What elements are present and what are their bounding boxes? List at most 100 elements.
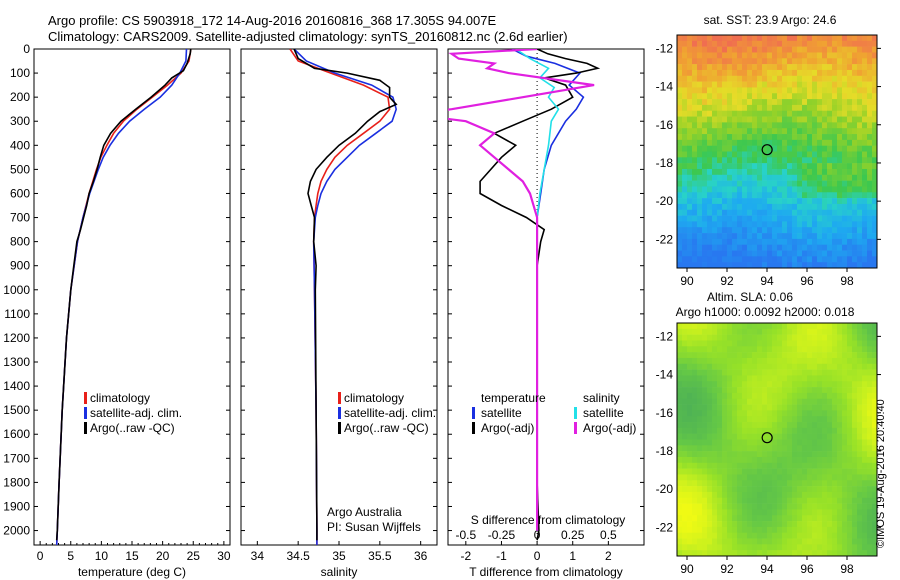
sla-cell: [847, 410, 853, 417]
sst-cell: [842, 250, 848, 257]
sst-cell: [787, 168, 793, 176]
sst-cell: [712, 81, 718, 88]
sla-cell: [702, 387, 708, 394]
sla-cell: [757, 328, 763, 335]
sst-cell: [857, 139, 863, 146]
sst-cell: [702, 151, 708, 158]
sst-cell: [762, 52, 768, 59]
sla-cell: [787, 369, 793, 376]
sst-cell: [817, 87, 823, 94]
sst-cell: [847, 180, 853, 187]
sst-cell: [857, 250, 863, 257]
sst-cell: [727, 151, 733, 158]
sst-cell: [712, 180, 718, 187]
s-tick-label: -0.25: [488, 528, 516, 542]
sst-cell: [792, 221, 798, 228]
sla-cell: [732, 427, 738, 434]
sst-cell: [767, 250, 773, 257]
sla-cell: [762, 328, 768, 335]
sla-cell: [837, 375, 843, 382]
sla-cell: [827, 392, 833, 400]
sla-cell: [847, 550, 853, 557]
sst-cell: [767, 233, 773, 240]
sla-cell: [782, 474, 788, 481]
sla-cell: [727, 422, 733, 429]
sst-cell: [787, 262, 793, 269]
sst-cell: [742, 168, 748, 176]
sst-cell: [802, 250, 808, 257]
sst-cell: [727, 122, 733, 129]
sst-cell: [762, 116, 768, 123]
sla-cell: [817, 439, 823, 446]
sst-cell: [707, 93, 713, 100]
sla-cell: [802, 521, 808, 528]
sla-cell: [787, 346, 793, 353]
sla-cell: [802, 410, 808, 417]
sla-cell: [702, 544, 708, 551]
sst-cell: [737, 209, 743, 216]
sst-cell: [737, 168, 743, 176]
sst-cell: [872, 40, 878, 47]
sst-cell: [782, 227, 788, 234]
sla-cell: [842, 328, 848, 335]
sst-cell: [767, 203, 773, 211]
sst-cell: [712, 151, 718, 158]
sst-cell: [677, 145, 683, 152]
sst-cell: [842, 116, 848, 123]
sla-cell: [727, 392, 733, 400]
sst-cell: [782, 35, 788, 42]
sst-cell: [812, 203, 818, 211]
sla-cell: [857, 340, 863, 347]
sst-cell: [782, 262, 788, 269]
sla-cell: [767, 357, 773, 365]
sst-cell: [792, 69, 798, 77]
sst-cell: [707, 122, 713, 129]
sst-cell: [832, 99, 838, 106]
sla-cell: [737, 439, 743, 446]
sla-cell: [752, 544, 758, 551]
sla-cell: [867, 480, 873, 487]
sst-cell: [807, 40, 813, 47]
sst-cell: [797, 128, 803, 135]
sla-cell: [847, 503, 853, 510]
sst-cell: [857, 64, 863, 71]
sst-cell: [777, 104, 783, 112]
sst-cell: [862, 209, 868, 216]
sst-cell: [732, 215, 738, 222]
sla-cell: [817, 491, 823, 499]
sst-cell: [782, 40, 788, 47]
sst-cell: [867, 40, 873, 47]
sla-cell: [862, 410, 868, 417]
sst-cell: [852, 186, 858, 193]
sst-cell: [762, 174, 768, 181]
sst-cell: [687, 99, 693, 106]
sla-cell: [792, 427, 798, 434]
sla-cell: [687, 462, 693, 469]
sla-cell: [737, 538, 743, 545]
sla-cell: [862, 363, 868, 370]
sla-cell: [727, 357, 733, 365]
sla-cell: [862, 346, 868, 353]
sla-cell: [692, 352, 698, 359]
sla-cell: [772, 416, 778, 423]
sla-cell: [802, 544, 808, 551]
sst-cell: [802, 134, 808, 141]
sst-cell: [852, 81, 858, 88]
depth-tick-label: 900: [10, 259, 30, 273]
sst-cell: [707, 215, 713, 222]
sla-cell: [692, 538, 698, 545]
sla-cell: [822, 363, 828, 370]
sla-cell: [857, 451, 863, 458]
sst-cell: [762, 157, 768, 164]
sla-cell: [737, 369, 743, 376]
sst-cell: [862, 198, 868, 205]
sst-cell: [862, 40, 868, 47]
sla-cell: [862, 369, 868, 376]
sst-cell: [872, 128, 878, 135]
sla-cell: [817, 334, 823, 341]
sst-cell: [812, 145, 818, 152]
sst-cell: [842, 215, 848, 222]
sla-cell: [702, 526, 708, 534]
x-tick-label: 1: [569, 549, 576, 563]
sst-cell: [837, 215, 843, 222]
